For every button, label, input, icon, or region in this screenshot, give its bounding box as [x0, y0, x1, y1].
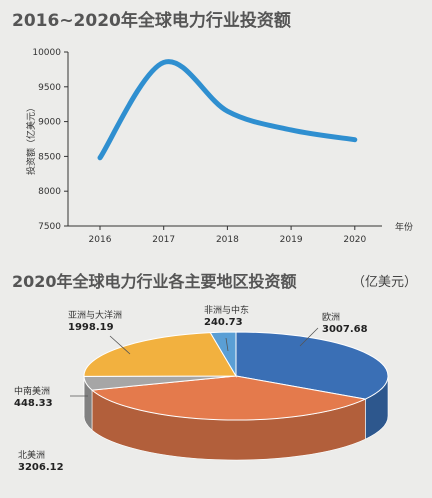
pie-slice-label: 北美洲 [18, 449, 45, 461]
pie-slice-value: 448.33 [14, 398, 53, 409]
pie-slice-value: 240.73 [204, 317, 243, 328]
pie-leader-line [299, 327, 319, 347]
y-tick-label: 10000 [32, 48, 61, 58]
pie-slice-value: 1998.19 [68, 322, 114, 333]
pie-slice-label: 非洲与中东 [204, 304, 249, 316]
y-axis-label: 投资额（亿美元） [25, 103, 37, 175]
pie-chart-unit: （亿美元） [352, 275, 418, 290]
pie-chart-title: 2020年全球电力行业各主要地区投资额 [12, 272, 297, 291]
x-tick-label: 2019 [280, 235, 303, 245]
pie-slice-label: 欧洲 [322, 311, 340, 323]
line-chart-axes: 7500 8000 8500 9000 9500 10000 2016 2017 2018 201… [25, 48, 413, 245]
x-tick-label: 2017 [152, 235, 175, 245]
pie-slice [83, 332, 237, 377]
pie-leader-line [225, 337, 229, 352]
line-chart-title: 2016~2020年全球电力行业投资额 [12, 11, 291, 31]
y-tick-label: 9000 [38, 118, 61, 128]
pie-slice-value: 3007.68 [322, 324, 368, 335]
line-chart: 7500 8000 8500 9000 9500 10000 2016 2017 2018 201… [25, 48, 413, 245]
y-tick-label: 8000 [38, 187, 61, 197]
pie-chart-body [83, 331, 389, 461]
x-tick-label: 2018 [216, 235, 239, 245]
line-series-path [97, 59, 358, 161]
y-tick-label: 8500 [38, 152, 61, 162]
x-tick-label: 2020 [343, 235, 366, 245]
pie-leader-line [109, 335, 131, 355]
pie-slice-value: 3206.12 [18, 462, 64, 473]
y-tick-label: 7500 [38, 222, 61, 232]
pie-slice-label: 亚洲与大洋洲 [68, 309, 122, 321]
line-chart-series [97, 59, 358, 161]
pie-slice-label: 中南美洲 [14, 385, 50, 397]
pie-slice [90, 375, 368, 421]
x-tick-label: 2016 [89, 235, 112, 245]
x-axis-label: 年份 [395, 221, 413, 233]
pie-slice [209, 331, 237, 378]
y-tick-label: 9500 [38, 83, 61, 93]
